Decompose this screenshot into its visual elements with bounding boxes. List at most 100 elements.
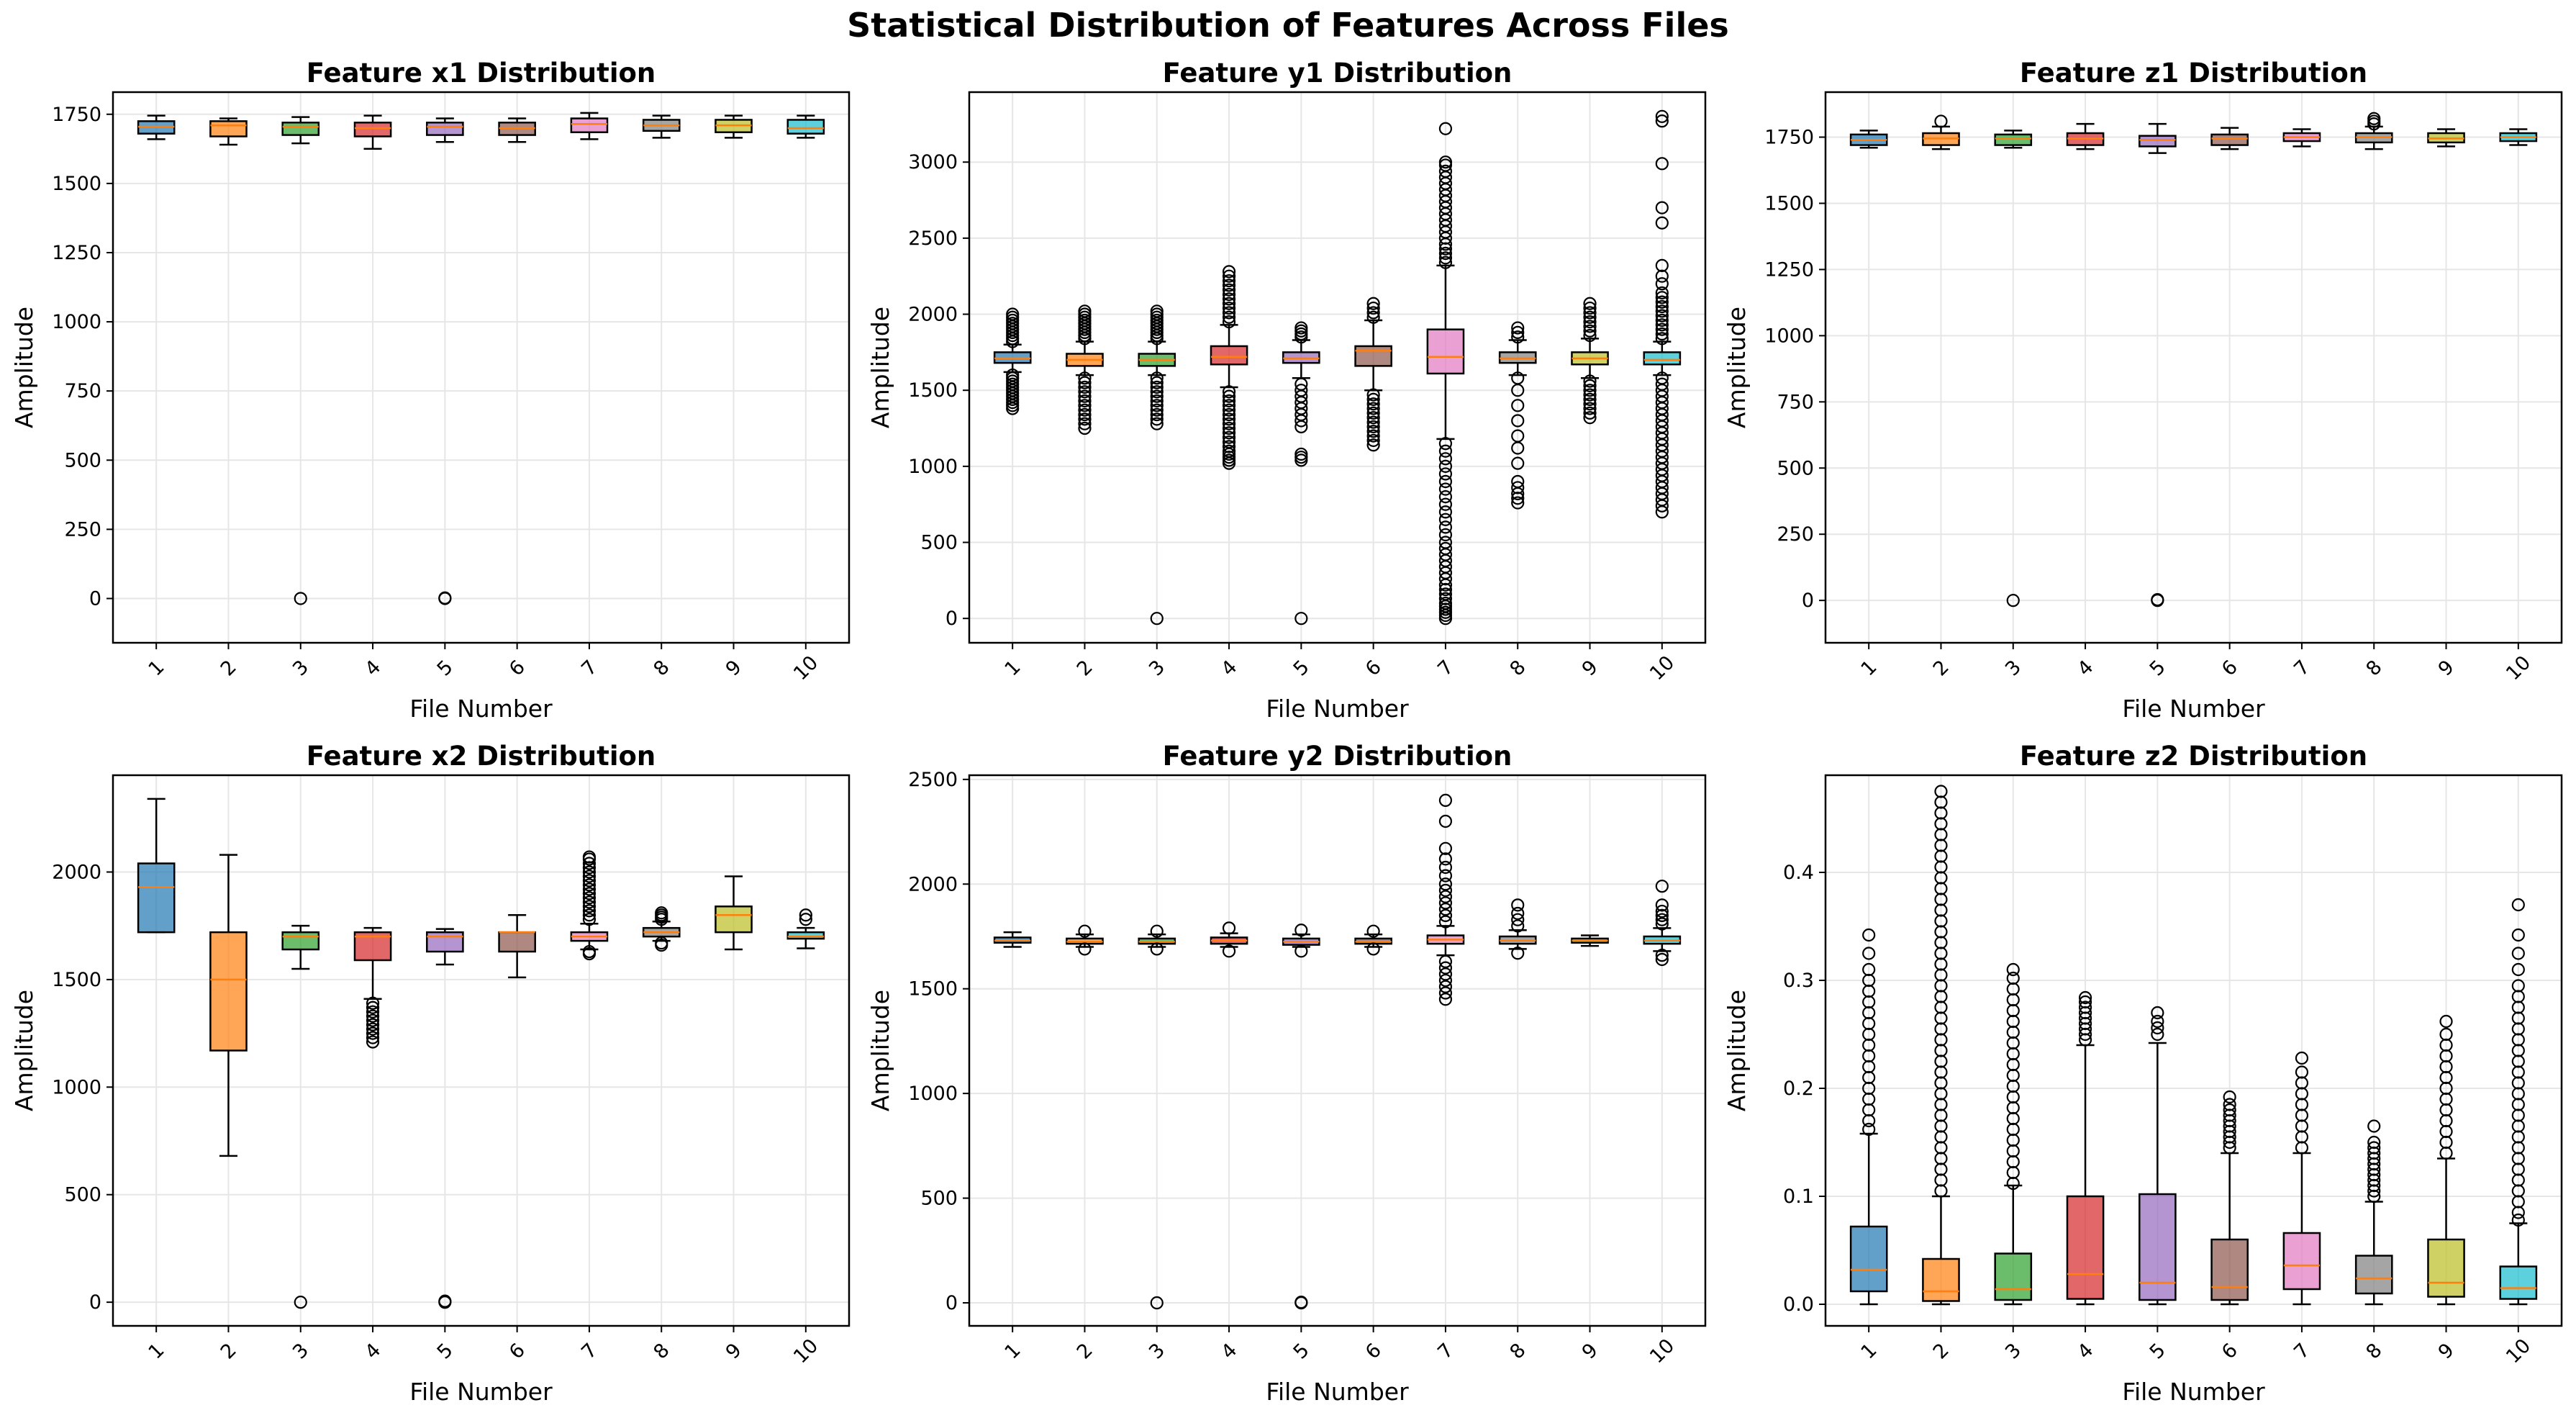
outlier-point: [1438, 452, 1453, 466]
outlier-point: [1934, 114, 1948, 128]
outlier-point: [2367, 1119, 2381, 1133]
box: [2354, 1255, 2393, 1295]
box-file-8: [642, 906, 681, 952]
outlier-point: [1294, 612, 1308, 626]
outlier-point: [582, 857, 597, 870]
outlier-point: [1438, 915, 1453, 929]
x-tick-label: 2: [1929, 656, 1954, 680]
outlier-point: [1655, 291, 1669, 304]
y-tick-label: 1500: [908, 379, 958, 402]
outlier-point: [1222, 292, 1236, 306]
outlier-point: [1655, 299, 1669, 314]
outlier-point: [1222, 944, 1236, 958]
y-axis-label: Amplitude: [1723, 307, 1751, 428]
outlier-point: [1294, 384, 1308, 397]
box-file-6: [2210, 1090, 2249, 1306]
outlier-point: [1583, 329, 1597, 343]
outlier-point: [1078, 403, 1092, 417]
x-tick-label: 2: [217, 1339, 241, 1363]
outlier-point: [2006, 594, 2020, 608]
x-tick-label: 9: [1578, 656, 1602, 680]
box-file-3: [1994, 130, 2033, 608]
box-file-1: [137, 114, 176, 140]
outlier-point: [1078, 371, 1092, 385]
outlier-point: [1366, 420, 1380, 434]
subplot-6: 0.0 0.1 0.2 0.3 0.4 1 2 3 4 5 6 7 8 9 10 Feature z2 Dis…: [1723, 741, 2563, 1406]
outlier-point: [1222, 279, 1236, 292]
box: [2139, 135, 2177, 148]
outlier-point: [1222, 297, 1236, 310]
outlier-point: [1222, 315, 1236, 329]
outlier-point: [2511, 947, 2525, 960]
box-file-10: [2499, 898, 2538, 1306]
outlier-point: [1222, 287, 1236, 302]
x-tick-label: 3: [289, 656, 313, 680]
box-file-6: [1354, 924, 1392, 956]
outlier-point: [1583, 388, 1597, 402]
outlier-point: [1438, 164, 1453, 178]
box-file-9: [2427, 1014, 2465, 1306]
box: [281, 931, 320, 951]
outlier-point: [1222, 444, 1236, 458]
x-tick-label: 9: [722, 1339, 746, 1363]
outlier-point: [1583, 384, 1597, 397]
outlier-point: [366, 1018, 380, 1031]
box-file-5: [426, 117, 464, 605]
outlier-point: [2223, 1090, 2236, 1104]
outlier-point: [1862, 962, 1876, 977]
x-tick-label: 5: [433, 1339, 458, 1363]
outlier-point: [1438, 961, 1453, 975]
outlier-point: [1150, 1296, 1164, 1310]
y-tick-label: 750: [64, 380, 101, 402]
x-tick-label: 3: [289, 1339, 313, 1363]
outlier-point: [1655, 269, 1669, 283]
box-file-7: [1426, 122, 1465, 626]
outlier-point: [1655, 286, 1669, 300]
subplot-5: 0 500 1000 1500 2000 2500 1 2 3 4 5 6 7 8 9 10 Feature y…: [866, 741, 1707, 1406]
box-file-7: [2282, 128, 2321, 148]
outlier-point: [1294, 944, 1308, 958]
y-axis-label: Amplitude: [10, 990, 38, 1111]
outlier-point: [1222, 426, 1236, 440]
y-tick-label: 0.4: [1783, 862, 1814, 884]
outlier-point: [1366, 402, 1380, 415]
x-tick-label: 6: [2218, 656, 2242, 680]
outlier-point: [1150, 407, 1164, 422]
subplot-3: 0 250 500 750 1000 1250 1500 1750 1 2 3 4 5 6 7 8 9 10 Fea…: [1723, 58, 2563, 723]
outlier-point: [1438, 251, 1453, 265]
outlier-point: [1150, 942, 1164, 956]
outlier-point: [2511, 1213, 2525, 1227]
outlier-point: [1078, 394, 1092, 408]
x-tick-label: 3: [1145, 656, 1169, 680]
outlier-point: [1438, 490, 1453, 504]
axes-frame: [112, 774, 851, 1327]
outlier-point: [1511, 492, 1525, 505]
outlier-point: [1655, 898, 1669, 912]
outlier-point: [1583, 406, 1597, 420]
y-tick-label: 1250: [1764, 258, 1814, 281]
x-tick-label: 2: [217, 656, 241, 680]
outlier-point: [1294, 923, 1308, 937]
outlier-point: [1583, 397, 1597, 411]
outlier-point: [1222, 265, 1236, 279]
outlier-point: [1366, 301, 1380, 315]
outlier-point: [1438, 793, 1453, 808]
box-file-9: [1571, 934, 1609, 947]
outlier-point: [1438, 596, 1453, 610]
subplot-1: 0 250 500 750 1000 1250 1500 1750 1 2 3 4 5 6 7 8 9 10 Fea…: [10, 58, 851, 723]
outlier-point: [1583, 379, 1597, 392]
outlier-point: [1078, 417, 1092, 430]
y-tick-label: 0.1: [1783, 1186, 1814, 1208]
outlier-point: [1438, 528, 1453, 542]
x-tick-label: 8: [2362, 656, 2387, 680]
outlier-point: [2367, 112, 2381, 125]
outlier-point: [1078, 380, 1092, 394]
box-file-6: [1354, 297, 1392, 452]
x-tick-label: 10: [789, 651, 822, 685]
outlier-point: [1006, 368, 1020, 382]
outlier-point: [1222, 310, 1236, 324]
outlier-point: [2006, 962, 2020, 977]
box-file-3: [281, 924, 320, 1309]
outlier-point: [1222, 283, 1236, 297]
outlier-point: [1222, 421, 1236, 435]
